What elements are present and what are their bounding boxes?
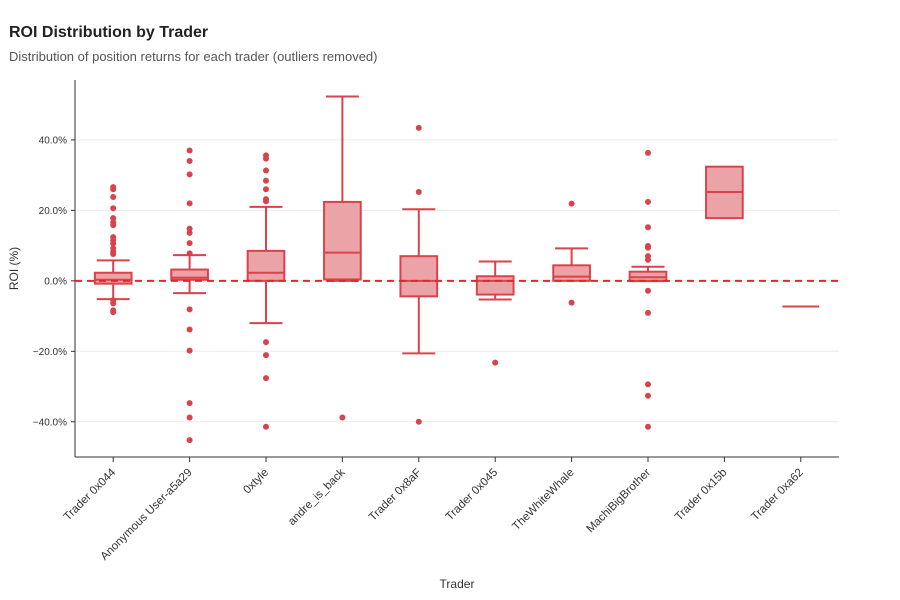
outlier-point: [263, 339, 269, 346]
iqr-box: [552, 264, 591, 282]
outlier-point: [263, 167, 269, 174]
axes: −40.0% −20.0% 0.0% 20.0% 40.0% Trader 0x044An…: [33, 80, 839, 563]
box-thewhitewhale: [552, 200, 591, 306]
x-tick-label: Trader 0x045: [444, 467, 501, 524]
y-tick-label: 0.0%: [44, 276, 67, 287]
chart-subtitle: Distribution of position returns for eac…: [9, 49, 378, 64]
outlier-point: [645, 198, 651, 205]
outlier-point: [110, 193, 117, 200]
outlier-point: [110, 215, 117, 222]
outlier-point: [186, 306, 193, 313]
iqr-box: [475, 275, 515, 296]
y-tick-label: −40.0%: [33, 417, 67, 428]
outlier-point: [110, 300, 117, 307]
outlier-point: [568, 200, 575, 207]
box-machibigbrother: [628, 149, 668, 430]
outlier-point: [186, 200, 193, 207]
box-andre-is-back: [323, 95, 362, 421]
outlier-point: [263, 423, 269, 430]
outlier-point: [186, 437, 193, 444]
box-anonymous-user-a5a29: [170, 147, 209, 444]
outlier-point: [186, 240, 193, 247]
outlier-point: [415, 124, 422, 131]
outlier-point: [415, 418, 422, 425]
outlier-point: [645, 224, 651, 231]
outlier-point: [186, 229, 193, 236]
outlier-point: [110, 251, 117, 258]
x-tick-label: Trader 0xa62: [749, 467, 806, 524]
outlier-point: [263, 186, 269, 193]
x-axis-title: Trader: [440, 577, 475, 591]
y-tick-label: −20.0%: [33, 347, 67, 358]
x-tick-label: Trader 0x044: [62, 466, 119, 523]
box-trader-0x8af: [399, 124, 439, 425]
chart-title: ROI Distribution by Trader: [9, 24, 209, 41]
outlier-point: [186, 171, 193, 178]
iqr-box: [93, 271, 133, 285]
outlier-point: [110, 309, 117, 316]
outlier-point: [492, 359, 499, 366]
outlier-point: [568, 299, 575, 306]
outlier-point: [263, 155, 269, 162]
outlier-point: [186, 400, 193, 407]
box-trader-0x15b: [705, 165, 744, 220]
iqr-box: [399, 255, 439, 298]
y-axis-title: ROI (%): [7, 247, 21, 290]
outlier-point: [186, 250, 193, 257]
iqr-box: [323, 200, 362, 281]
outlier-point: [645, 309, 651, 316]
iqr-box: [628, 270, 668, 282]
x-tick-label: Trader 0x15b: [673, 467, 730, 524]
outlier-point: [263, 352, 269, 359]
boxes: [93, 95, 820, 444]
outlier-point: [186, 326, 193, 333]
outlier-point: [186, 158, 193, 165]
x-tick-label: TheWhiteWhale: [510, 467, 576, 533]
y-tick-label: 40.0%: [39, 135, 67, 146]
outlier-point: [186, 414, 193, 421]
outlier-point: [645, 287, 651, 294]
outlier-point: [645, 244, 651, 251]
outlier-point: [339, 414, 346, 421]
x-tick-label: andre_is_back: [286, 466, 348, 528]
outlier-point: [645, 149, 651, 156]
x-tick-label: MachiBigBrother: [585, 467, 654, 536]
outlier-point: [645, 423, 651, 430]
iqr-box: [170, 268, 209, 281]
box-trader-0x045: [475, 260, 515, 366]
outlier-point: [645, 381, 651, 388]
outlier-point: [186, 347, 193, 354]
outlier-point: [645, 256, 651, 263]
outlier-point: [186, 225, 193, 232]
x-tick-label: 0xtyle: [241, 467, 271, 497]
outlier-point: [110, 240, 117, 247]
iqr-box: [246, 249, 286, 282]
outlier-point: [645, 392, 651, 399]
y-tick-label: 20.0%: [39, 206, 67, 217]
x-tick-label: Anonymous User-a5a29: [99, 467, 195, 563]
outlier-point: [110, 222, 117, 229]
outlier-point: [415, 189, 422, 196]
box-trader-0x044: [93, 184, 133, 316]
outlier-point: [110, 205, 117, 212]
box-0xtyle: [246, 152, 286, 430]
outlier-point: [263, 375, 269, 382]
x-tick-label: Trader 0x8aF: [367, 467, 424, 524]
outlier-point: [263, 177, 269, 184]
outlier-point: [110, 186, 117, 193]
outlier-point: [186, 147, 193, 154]
outlier-point: [263, 198, 269, 205]
